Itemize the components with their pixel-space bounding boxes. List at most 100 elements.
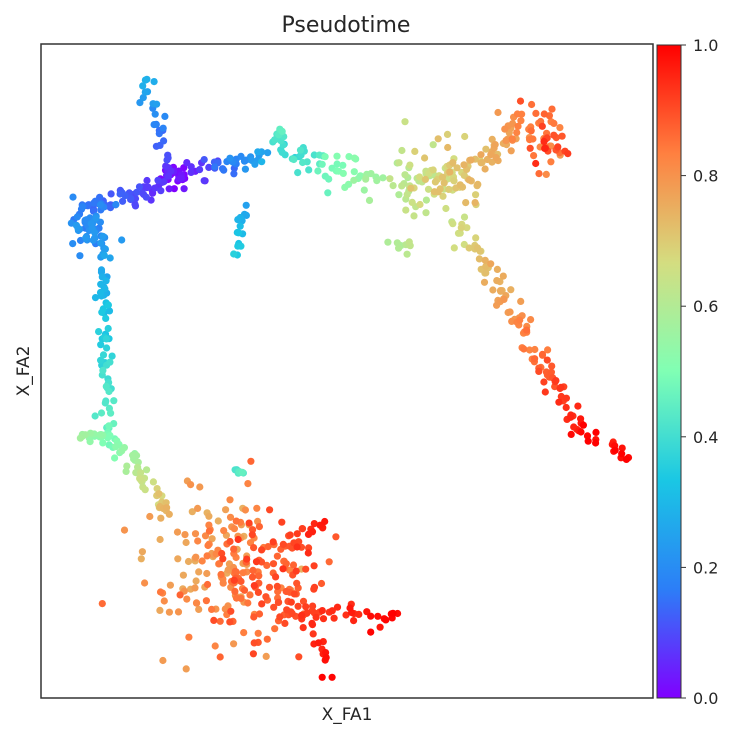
scatter-point [282,560,290,568]
scatter-point [467,156,475,164]
scatter-point [339,169,347,177]
scatter-point [150,121,158,129]
scatter-point [558,132,566,140]
scatter-point [513,129,521,137]
scatter-point [398,146,406,155]
scatter-point [202,597,210,605]
scatter-point [139,94,147,102]
scatter-point [226,537,234,546]
scatter-point [219,579,227,587]
scatter-point [141,579,149,587]
scatter-point [247,457,255,465]
scatter-point [477,159,485,167]
scatter-point [106,358,114,366]
scatter-point [341,183,349,191]
scatter-point [531,345,539,354]
scatter-point [255,572,263,580]
scatter-point [482,269,490,277]
scatter-point [262,593,270,601]
scatter-point [294,169,302,177]
scatter-point [481,165,489,173]
scatter-point [141,486,149,494]
scatter-point [137,555,145,563]
scatter-point [141,76,149,84]
scatter-point [131,202,140,210]
colorbar-tick-label: 0.4 [693,428,718,447]
x-axis-label: X_FA1 [322,705,373,725]
scatter-point [584,437,592,445]
colorbar-tick-label: 0.8 [693,167,718,186]
scatter-point [552,377,560,385]
scatter-point [312,613,320,621]
scatter-point [219,555,227,563]
scatter-point [252,558,261,566]
scatter-point [283,606,291,614]
scatter-point [315,639,323,647]
scatter-point [104,301,112,309]
scatter-point [298,525,307,533]
scatter-point [398,182,406,190]
scatter-point [443,130,452,138]
scatter-point [149,478,157,486]
scatter-point [86,438,94,446]
scatter-point [97,356,105,364]
scatter-point [92,214,100,222]
scatter-point [309,602,317,610]
scatter-point [562,394,571,402]
scatter-point [538,350,547,358]
scatter-point [134,463,142,471]
scatter-point [517,117,525,125]
scatter-point [287,598,295,606]
scatter-point [318,607,326,615]
scatter-point [255,610,264,618]
scatter-point [232,517,240,525]
scatter-point [472,234,480,242]
scatter-point [374,612,382,620]
scatter-point [150,78,158,86]
scatter-point [310,520,318,528]
scatter-point [431,178,439,186]
scatter-point [411,147,419,155]
scatter-point [238,468,246,476]
scatter-point [288,609,296,618]
scatter-point [273,582,281,591]
scatter-point [333,603,342,611]
scatter-point [507,286,515,294]
scatter-point [535,170,543,178]
scatter-point [258,558,266,566]
scatter-point [315,151,323,159]
scatter-point [339,161,347,169]
scatter-point [234,535,242,544]
scatter-point [118,236,126,244]
scatter-point [230,545,238,553]
scatter-point [250,544,258,552]
scatter-point [592,428,600,436]
scatter-point [203,552,211,560]
scatter-point [292,567,300,575]
scatter-point [548,105,556,113]
scatter-point [445,185,453,193]
scatter-point [237,242,245,250]
scatter-point [245,519,253,527]
scatter-point [191,584,199,592]
scatter-point [529,135,537,143]
scatter-point [98,600,106,608]
scatter-point [136,475,144,483]
scatter-point [263,635,271,643]
scatter-point [310,562,318,570]
scatter-point [389,182,397,190]
scatter-point [264,149,272,157]
scatter-point [105,387,113,396]
scatter-point [180,185,188,193]
scatter-point [200,156,208,164]
scatter-point [269,538,277,546]
scatter-point [531,355,539,363]
scatter-point [557,383,565,391]
scatter-point [123,462,131,470]
scatter-point [282,587,290,596]
scatter-point [449,220,457,228]
scatter-point [243,555,251,563]
scatter-point [393,239,401,247]
scatter-point [235,229,243,237]
scatter-point [574,402,582,410]
